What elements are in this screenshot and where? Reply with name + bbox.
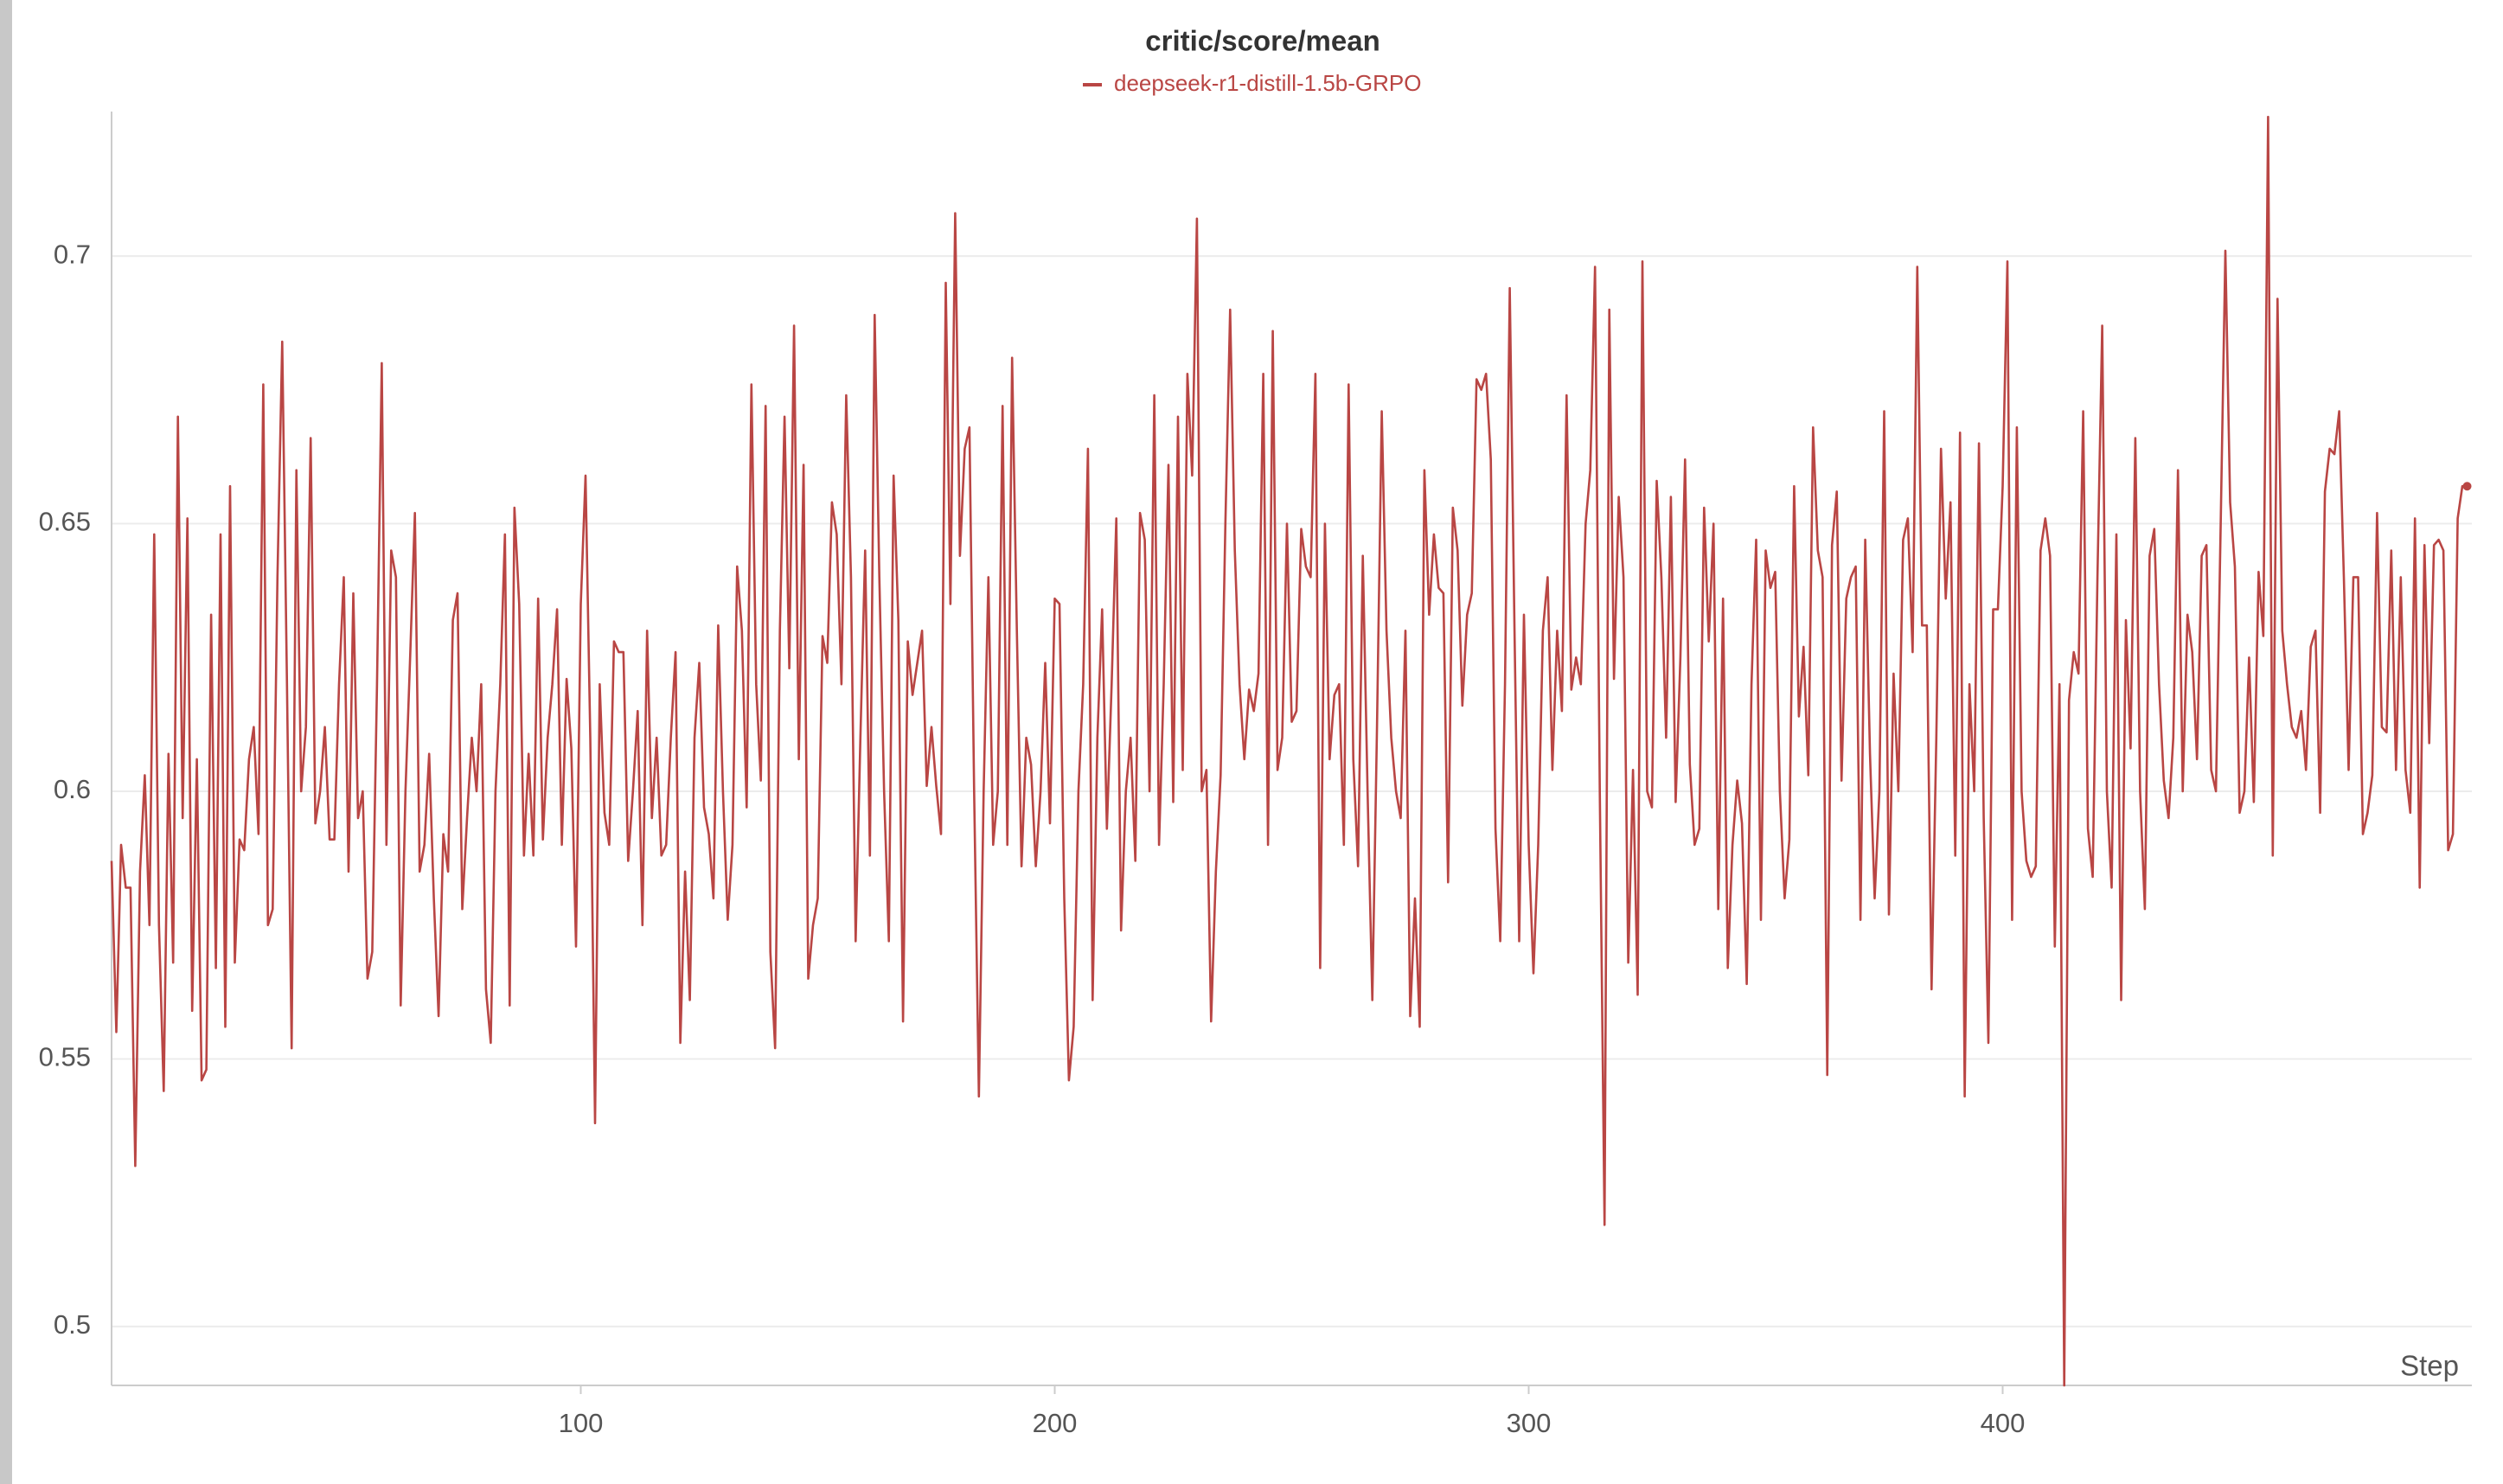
x-tick-label: 200 [1033,1408,1078,1438]
y-tick-label: 0.65 [39,507,91,537]
x-tick-label: 100 [559,1408,604,1438]
y-tick-label: 0.7 [54,239,91,269]
y-tick-label: 0.55 [39,1042,91,1072]
left-edge [0,0,12,1484]
legend-label[interactable]: deepseek-r1-distill-1.5b-GRPO [1114,70,1421,96]
x-tick-label: 400 [1981,1408,2026,1438]
series-line [110,115,2468,1387]
y-tick-label: 0.5 [54,1309,91,1340]
y-tick-label: 0.6 [54,774,91,804]
x-tick-label: 300 [1507,1408,1552,1438]
x-axis-label: Step [2400,1350,2459,1382]
last-point [2462,482,2472,491]
chart-title: critic/score/mean [1145,25,1380,57]
